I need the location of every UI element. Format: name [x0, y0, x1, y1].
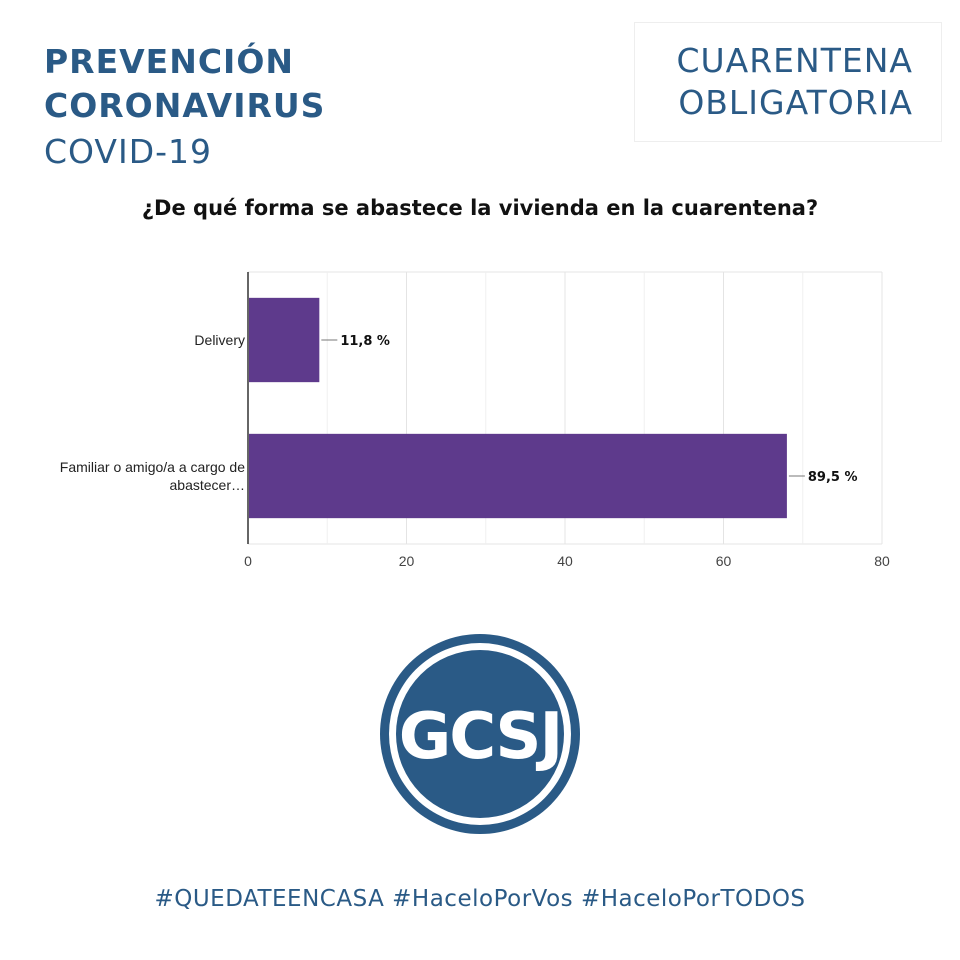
data-label: 11,8 %	[340, 334, 390, 349]
bar	[249, 433, 787, 519]
header-title-line1: PREVENCIÓN	[44, 42, 295, 81]
category-label: abastecer…	[170, 477, 245, 493]
category-label: Delivery	[194, 332, 245, 348]
footer-hashtags: #QUEDATEENCASA #HaceloPorVos #HaceloPorT…	[154, 886, 806, 912]
badge-line1: CUARENTENA	[676, 41, 913, 80]
category-label: Familiar o amigo/a a cargo de	[60, 459, 245, 475]
x-tick-label: 60	[716, 553, 732, 569]
header-title-line2: CORONAVIRUS	[44, 86, 326, 125]
x-tick-label: 0	[244, 553, 252, 569]
x-tick-label: 20	[399, 553, 415, 569]
header-title: PREVENCIÓN CORONAVIRUS COVID-19	[44, 40, 325, 176]
logo-inner-disc	[396, 650, 564, 818]
x-tick-label: 80	[874, 553, 890, 569]
bar-chart: 0 20 40 60 80 Delivery 11,8 % Familiar o amigo/…	[60, 271, 890, 569]
bar	[249, 297, 320, 383]
header-title-line3: COVID-19	[44, 132, 213, 171]
quarantine-badge: CUARENTENA OBLIGATORIA	[634, 22, 942, 142]
chart-title: ¿De qué forma se abastece la vivienda en…	[141, 196, 819, 220]
gcsj-logo: GCSJ	[380, 634, 580, 834]
logo-text: GCSJ	[399, 700, 562, 774]
x-tick-label: 40	[557, 553, 573, 569]
data-label: 89,5 %	[808, 470, 858, 485]
badge-line2: OBLIGATORIA	[678, 83, 913, 122]
